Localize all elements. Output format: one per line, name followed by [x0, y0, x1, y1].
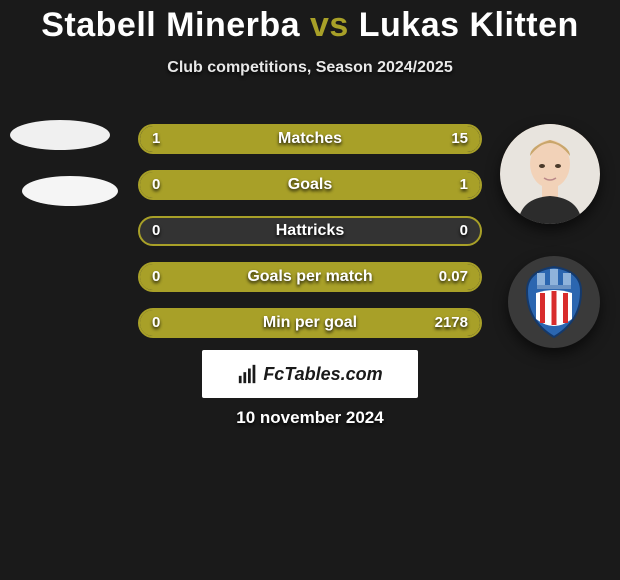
- player2-club-logo: [508, 256, 600, 348]
- stats-container: 1 Matches 15 0 Goals 1 0 Hattricks 0 0 G…: [138, 124, 482, 354]
- stat-value-right: 2178: [435, 310, 468, 336]
- stat-label: Goals per match: [140, 264, 480, 290]
- stat-value-right: 0: [460, 218, 468, 244]
- bar-chart-icon: [237, 363, 259, 385]
- stat-row: 0 Goals per match 0.07: [138, 262, 482, 292]
- player2-avatar: [500, 124, 600, 224]
- watermark-text: FcTables.com: [263, 364, 382, 385]
- watermark-badge: FcTables.com: [202, 350, 418, 398]
- stat-value-right: 15: [451, 126, 468, 152]
- stat-row: 0 Min per goal 2178: [138, 308, 482, 338]
- title-player1: Stabell Minerba: [41, 6, 300, 44]
- stat-row: 1 Matches 15: [138, 124, 482, 154]
- stat-row: 0 Goals 1: [138, 170, 482, 200]
- title-player2: Lukas Klitten: [359, 6, 579, 44]
- player1-club-logo: [22, 176, 118, 206]
- comparison-title: Stabell Minerba vs Lukas Klitten: [0, 0, 620, 45]
- title-vs: vs: [310, 6, 349, 44]
- subtitle: Club competitions, Season 2024/2025: [0, 59, 620, 77]
- stat-row: 0 Hattricks 0: [138, 216, 482, 246]
- stat-label: Goals: [140, 172, 480, 198]
- stat-label: Min per goal: [140, 310, 480, 336]
- player1-avatar: [10, 120, 110, 150]
- stat-label: Hattricks: [140, 218, 480, 244]
- stat-value-right: 0.07: [439, 264, 468, 290]
- stat-label: Matches: [140, 126, 480, 152]
- stat-value-right: 1: [460, 172, 468, 198]
- snapshot-date: 10 november 2024: [0, 408, 620, 428]
